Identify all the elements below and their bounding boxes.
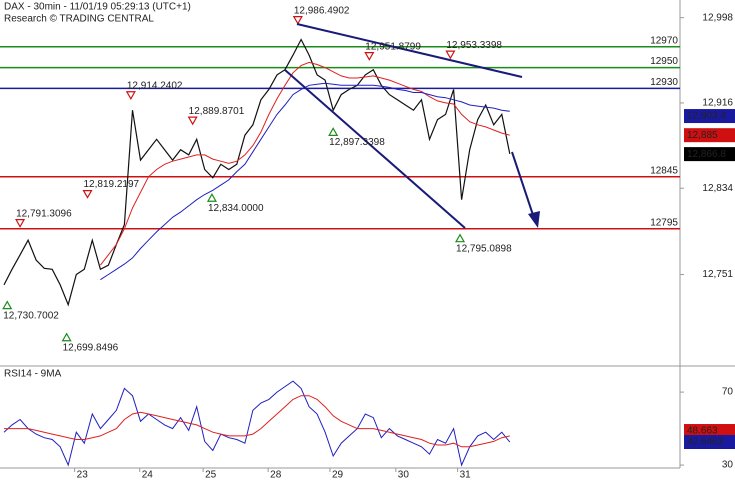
high-marker xyxy=(15,219,26,228)
forecast-arrow-head xyxy=(528,211,540,228)
x-tick-label: 24 xyxy=(142,470,154,480)
trend-line xyxy=(296,23,523,78)
annotation-label: 12,699.8496 xyxy=(63,342,119,353)
level-label: 12845 xyxy=(650,165,678,176)
y-tick-label: 12,916 xyxy=(702,98,733,109)
label-layer: 12,998 12,916 12,834 12,751 12970 12950 12930 1… xyxy=(3,5,735,480)
last-value-label: 12,885 xyxy=(687,130,718,141)
x-tick-label: 29 xyxy=(332,470,344,480)
last-value-label: 42.6463 xyxy=(687,437,724,448)
y-tick-label: 30 xyxy=(722,460,734,471)
annotation-label: 12,889.8701 xyxy=(189,106,245,117)
y-tick-label: 12,998 xyxy=(702,12,733,23)
annotation-label: 12,730.7002 xyxy=(3,310,59,321)
series-line xyxy=(3,380,511,467)
level-label: 12795 xyxy=(650,217,678,228)
last-value-label: 48.663 xyxy=(687,426,718,437)
low-marker xyxy=(206,193,217,202)
low-marker xyxy=(328,127,339,136)
x-tick-label: 28 xyxy=(270,470,282,480)
level-label: 12930 xyxy=(650,77,678,88)
high-marker xyxy=(292,16,303,25)
last-value-box xyxy=(684,424,735,439)
last-value-label: 12,866.8 xyxy=(687,149,726,160)
x-tick-label: 23 xyxy=(77,470,89,480)
high-marker xyxy=(187,116,198,126)
last-value-label: 12,903.4 xyxy=(687,111,726,122)
last-value-box xyxy=(684,109,735,124)
chart-title: DAX - 30min - 11/01/19 05:29:13 (UTC+1) xyxy=(4,2,191,13)
low-marker xyxy=(61,332,72,342)
high-marker xyxy=(445,50,456,60)
plot-layer xyxy=(0,16,684,472)
annotation-label: 12,953.3398 xyxy=(446,40,502,51)
chart-subtitle: Research © TRADING CENTRAL xyxy=(4,14,154,25)
y-tick-label: 12,751 xyxy=(702,269,733,280)
low-marker xyxy=(454,233,466,243)
x-tick-label: 25 xyxy=(205,470,217,480)
y-tick-label: 70 xyxy=(722,387,734,398)
last-value-box xyxy=(684,128,735,143)
x-tick-label: 30 xyxy=(398,470,410,480)
high-marker xyxy=(364,52,375,61)
annotation-label: 12,897.3398 xyxy=(329,137,385,148)
level-label: 12950 xyxy=(650,56,678,67)
annotation-label: 12,834.0000 xyxy=(208,203,264,214)
level-label: 12970 xyxy=(650,35,678,46)
panel-title: RSI14 - 9MA xyxy=(4,369,62,380)
last-value-box xyxy=(684,147,735,162)
y-tick-label: 12,834 xyxy=(702,183,733,194)
low-marker xyxy=(2,300,13,310)
trend-line xyxy=(284,69,466,229)
annotation-label: 12,795.0898 xyxy=(456,243,512,254)
series-line xyxy=(100,61,510,266)
annotation-label: 12,951.8799 xyxy=(365,41,421,52)
annotation-label: 12,791.3096 xyxy=(16,208,72,219)
annotation-label: 12,986.4902 xyxy=(294,5,350,16)
last-value-box xyxy=(684,435,735,450)
series-line xyxy=(4,395,510,448)
annotation-label: 12,914.2402 xyxy=(127,80,183,91)
forecast-arrow xyxy=(511,151,534,216)
series-line xyxy=(3,38,511,307)
high-marker xyxy=(125,91,136,100)
high-marker xyxy=(82,189,93,199)
annotation-label: 12,819.2197 xyxy=(84,179,140,190)
x-tick-label: 31 xyxy=(460,470,472,480)
